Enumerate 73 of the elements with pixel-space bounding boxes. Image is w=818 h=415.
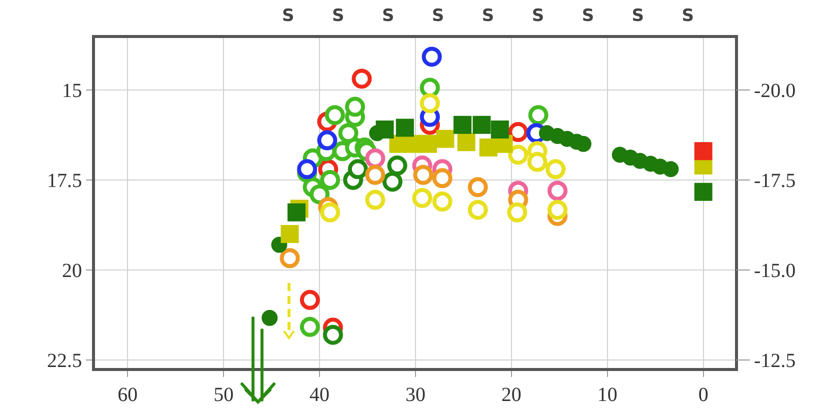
y2-tick-label: -15.0 bbox=[754, 260, 796, 282]
point bbox=[508, 144, 528, 165]
text: S bbox=[432, 6, 444, 26]
point bbox=[280, 248, 300, 268]
point bbox=[322, 324, 343, 345]
point bbox=[528, 105, 548, 126]
y-tick-label: 15 bbox=[62, 80, 82, 102]
point bbox=[457, 133, 476, 152]
point bbox=[320, 202, 340, 222]
x-tick-label: 50 bbox=[214, 384, 234, 406]
y2-tick-label: -12.5 bbox=[754, 350, 796, 372]
point bbox=[662, 161, 679, 178]
point bbox=[310, 184, 330, 204]
x-tick-label: 40 bbox=[310, 384, 330, 406]
text: S bbox=[482, 6, 494, 26]
x-tick-label: 60 bbox=[118, 384, 138, 406]
point bbox=[396, 118, 414, 137]
point bbox=[262, 310, 278, 326]
y-tick-label: 20 bbox=[62, 260, 82, 282]
point bbox=[352, 68, 372, 89]
point bbox=[507, 202, 528, 222]
point bbox=[694, 182, 712, 201]
point bbox=[300, 290, 320, 310]
x-tick-label: 10 bbox=[597, 384, 618, 406]
point bbox=[508, 122, 528, 142]
x-tick-label: 30 bbox=[405, 384, 426, 406]
point bbox=[320, 170, 340, 190]
point bbox=[365, 190, 386, 210]
point bbox=[547, 200, 568, 220]
point bbox=[382, 172, 402, 192]
point bbox=[348, 159, 368, 180]
text: S bbox=[332, 6, 344, 26]
text: S bbox=[282, 6, 294, 26]
point bbox=[365, 164, 386, 185]
point bbox=[300, 316, 320, 337]
text: S bbox=[682, 6, 694, 26]
point bbox=[432, 192, 452, 212]
text: S bbox=[382, 6, 394, 26]
point bbox=[436, 130, 454, 148]
text: S bbox=[582, 6, 594, 26]
point bbox=[317, 130, 338, 150]
x-tick-label: 0 bbox=[698, 384, 708, 406]
point bbox=[454, 116, 472, 134]
point bbox=[694, 142, 712, 160]
point bbox=[288, 203, 306, 222]
y-tick-label: 17.5 bbox=[47, 170, 82, 192]
y2-tick-label: -20.0 bbox=[754, 80, 796, 102]
point bbox=[547, 180, 568, 201]
point bbox=[376, 120, 394, 139]
text: S bbox=[632, 6, 644, 26]
point bbox=[527, 152, 548, 172]
y-tick-label: 22.5 bbox=[47, 350, 82, 372]
y2-tick-label: -17.5 bbox=[754, 170, 796, 192]
point bbox=[338, 123, 358, 144]
point bbox=[468, 200, 488, 220]
point bbox=[413, 164, 434, 185]
point bbox=[472, 116, 491, 134]
x-tick-label: 20 bbox=[501, 384, 522, 406]
point bbox=[412, 188, 432, 208]
point bbox=[297, 159, 318, 180]
point bbox=[490, 120, 509, 139]
point bbox=[345, 96, 366, 117]
point bbox=[418, 134, 437, 153]
point bbox=[420, 93, 440, 114]
point bbox=[432, 168, 452, 188]
point bbox=[280, 224, 299, 243]
point bbox=[422, 46, 442, 67]
text: S bbox=[532, 6, 544, 26]
point bbox=[546, 159, 566, 180]
point bbox=[387, 156, 408, 176]
point bbox=[365, 148, 386, 168]
point bbox=[324, 105, 345, 126]
point bbox=[468, 177, 488, 198]
